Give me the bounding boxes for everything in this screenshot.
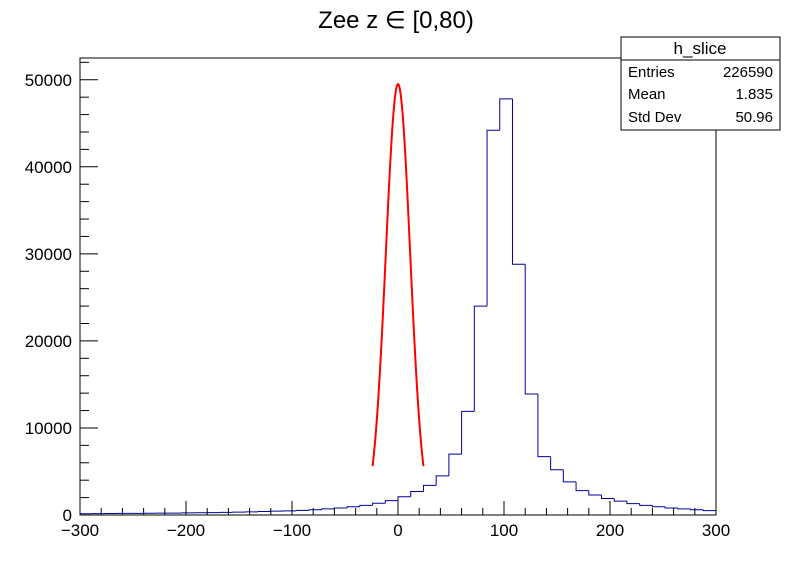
stats-entries-value: 226590 xyxy=(723,64,773,81)
x-tick-label: −200 xyxy=(167,521,205,540)
histogram-bin xyxy=(372,502,386,506)
histogram-bin xyxy=(308,509,322,511)
plot-frame xyxy=(79,57,717,516)
x-tick-label: −100 xyxy=(273,521,311,540)
y-tick-label: 30000 xyxy=(25,245,72,264)
chart-title: Zee z ∈ [0,80) xyxy=(318,7,474,34)
histogram-bin xyxy=(651,505,666,508)
histogram-bin xyxy=(588,490,602,496)
stats-stddev-value: 50.96 xyxy=(735,109,773,126)
stats-entries-label: Entries xyxy=(628,64,675,81)
histogram-bin xyxy=(321,508,335,510)
histogram-bin xyxy=(346,506,360,509)
gaussian-fit-curve xyxy=(371,82,425,467)
stats-mean-value: 1.835 xyxy=(735,86,773,103)
histogram-bin xyxy=(550,456,564,471)
histogram-bin xyxy=(511,98,526,265)
histogram-bin xyxy=(639,503,653,506)
histogram-bin xyxy=(397,496,411,501)
histogram-bin xyxy=(473,305,488,412)
histogram-bin xyxy=(422,484,437,492)
histogram-bin xyxy=(448,453,462,476)
histogram-bin xyxy=(690,508,704,511)
fit-layer xyxy=(371,82,425,467)
x-tick-label: 200 xyxy=(596,521,624,540)
histogram-bin xyxy=(537,394,551,458)
histogram-bin xyxy=(435,475,449,486)
histogram-bin xyxy=(626,501,640,505)
histogram-bin xyxy=(677,508,691,510)
histogram-bin xyxy=(384,500,398,504)
stats-box-frame xyxy=(620,36,781,131)
x-tick-label: −300 xyxy=(61,521,99,540)
histogram-bin xyxy=(410,490,424,497)
histogram-bin xyxy=(461,410,475,455)
y-tick-label: 0 xyxy=(63,506,72,525)
histogram-bin xyxy=(575,481,589,492)
x-tick-label: 300 xyxy=(702,521,730,540)
x-tick-label: 100 xyxy=(490,521,518,540)
y-tick-label: 50000 xyxy=(25,71,72,90)
histogram-layer xyxy=(79,98,717,515)
histogram-bin xyxy=(359,504,373,507)
stats-stddev-label: Std Dev xyxy=(628,109,682,126)
histogram-bin xyxy=(499,98,513,131)
stats-mean-label: Mean xyxy=(628,86,666,103)
stats-title: h_slice xyxy=(674,39,727,58)
axis-layer: −300 −200 −100 0 100 200 300 0 10000 20000 30000 40… xyxy=(25,61,730,540)
histogram-bin xyxy=(524,264,538,395)
histogram-bin xyxy=(601,494,615,499)
y-tick-label: 40000 xyxy=(25,158,72,177)
histogram-bin xyxy=(613,498,627,502)
histogram-bin xyxy=(486,129,500,307)
y-tick-label: 10000 xyxy=(25,419,72,438)
stats-box: h_slice Entries 226590 Mean 1.835 Std De… xyxy=(620,36,781,131)
x-tick-label: 0 xyxy=(393,521,402,540)
y-tick-label: 20000 xyxy=(25,332,72,351)
histogram-bin xyxy=(562,469,577,483)
